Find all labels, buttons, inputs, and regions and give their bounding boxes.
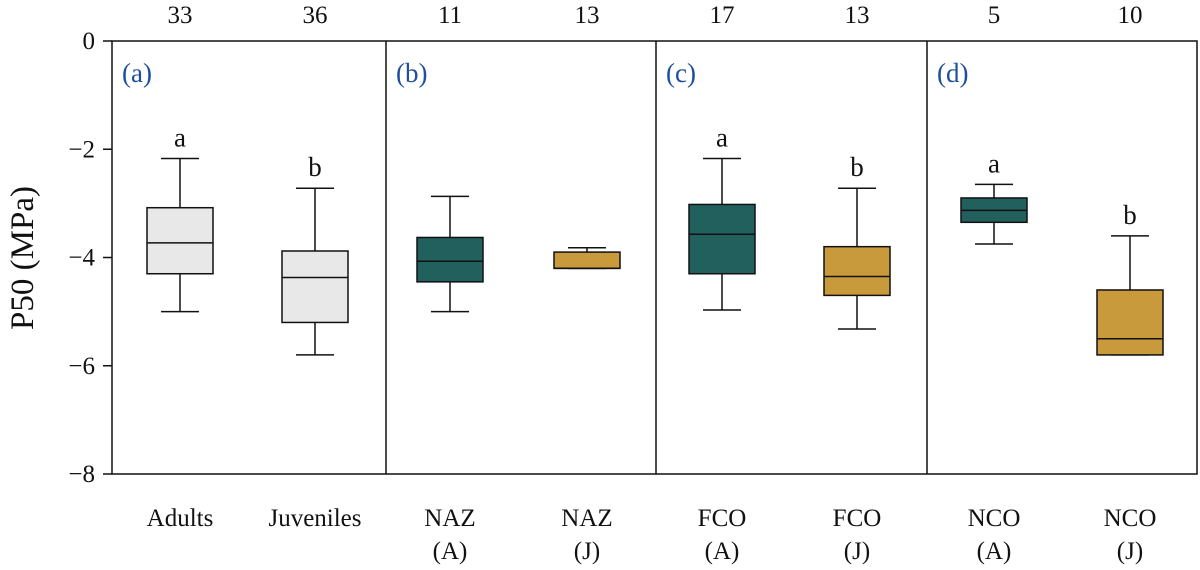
box xyxy=(688,203,756,275)
box xyxy=(823,245,891,297)
category-label: NAZ xyxy=(424,505,475,532)
sample-size-label: 10 xyxy=(1118,2,1143,29)
significance-letter: b xyxy=(850,152,864,182)
category-label: (J) xyxy=(1117,538,1143,565)
significance-letter: b xyxy=(308,152,322,182)
box xyxy=(416,236,484,283)
category-label: Adults xyxy=(147,505,214,532)
y-tick-label: −2 xyxy=(68,136,95,163)
box xyxy=(553,251,621,270)
category-label: (A) xyxy=(705,538,740,565)
panel-label: (b) xyxy=(396,58,427,88)
category-label: FCO xyxy=(698,505,747,532)
panel-label: (c) xyxy=(666,58,696,88)
category-label: NAZ xyxy=(561,505,612,532)
significance-letter: a xyxy=(174,122,186,152)
significance-letter: a xyxy=(716,122,728,152)
category-label: NCO xyxy=(968,505,1021,532)
sample-size-label: 11 xyxy=(438,2,462,29)
plot-frame xyxy=(111,40,1198,475)
category-label: (J) xyxy=(574,538,600,565)
boxes-layer xyxy=(146,157,1164,356)
sample-size-label: 17 xyxy=(710,2,735,29)
panel-label: (d) xyxy=(937,58,968,88)
sample-size-label: 5 xyxy=(988,2,1001,29)
box xyxy=(281,250,349,324)
y-tick-label: 0 xyxy=(83,28,96,55)
category-label: NCO xyxy=(1104,505,1157,532)
sample-size-label: 33 xyxy=(168,2,193,29)
panel-label: (a) xyxy=(122,58,152,88)
y-tick-label: −8 xyxy=(68,461,95,488)
sample-size-label: 36 xyxy=(303,2,328,29)
category-label: FCO xyxy=(833,505,882,532)
category-label: (J) xyxy=(844,538,870,565)
box xyxy=(146,206,214,275)
category-label: (A) xyxy=(977,538,1012,565)
box xyxy=(1096,289,1164,356)
text-layer: P50 (MPa) 0 −2 −4 −6 −8 (a) (b) (c) (d) 33 a Adults… xyxy=(5,2,1156,565)
category-label: (A) xyxy=(433,538,468,565)
y-axis-label: P50 (MPa) xyxy=(5,186,41,330)
y-tick-label: −4 xyxy=(68,245,95,272)
sample-size-label: 13 xyxy=(845,2,870,29)
category-label: Juveniles xyxy=(268,505,361,532)
significance-letter: a xyxy=(988,148,1000,178)
y-tick-label: −6 xyxy=(68,353,95,380)
significance-letter: b xyxy=(1123,200,1137,230)
plot-frame-layer xyxy=(103,40,1198,475)
sample-size-label: 13 xyxy=(575,2,600,29)
